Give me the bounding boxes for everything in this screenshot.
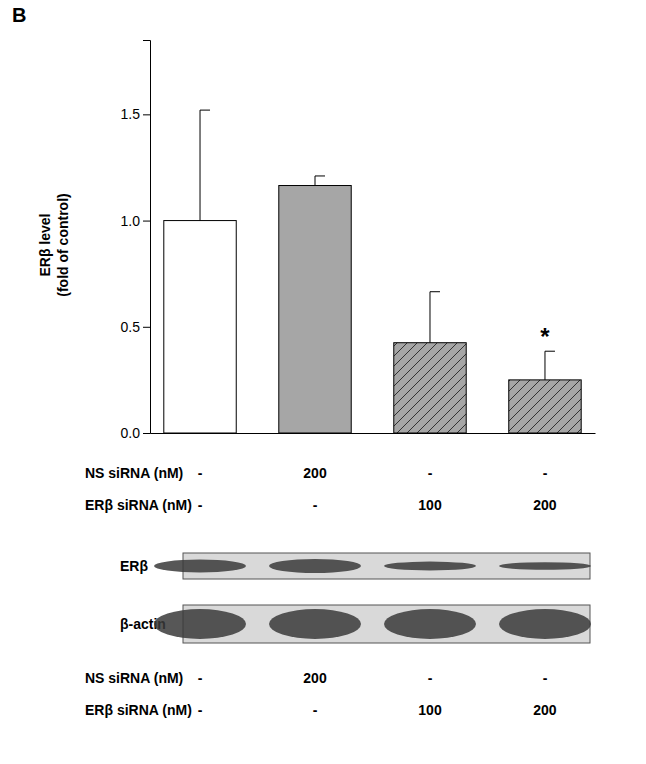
error-bar <box>430 292 440 343</box>
error-bar <box>200 110 210 220</box>
y-axis-title: (fold of control) <box>55 193 71 296</box>
condition-label: ERβ siRNA (nM) <box>85 702 192 718</box>
blot-band <box>269 559 361 573</box>
condition-value: - <box>313 702 318 718</box>
y-tick: 1.5 <box>121 106 150 122</box>
condition-value: 100 <box>418 702 442 718</box>
condition-value: - <box>198 465 203 481</box>
error-bar-cap <box>430 291 440 292</box>
x-axis <box>151 433 596 434</box>
blot-band <box>384 562 476 571</box>
y-axis: 0.0 0.5 1.0 1.5 <box>121 41 151 441</box>
condition-value: - <box>543 465 548 481</box>
error-bar-stem <box>200 110 201 220</box>
error-bar-stem <box>429 292 430 343</box>
blot-band <box>154 609 246 639</box>
blot-band <box>384 609 476 639</box>
y-tick-mark <box>143 433 150 434</box>
y-tick-label: 1.0 <box>121 213 141 229</box>
panel-label: B <box>12 4 26 26</box>
y-tick-mark <box>143 221 150 222</box>
blot-band <box>269 609 361 639</box>
bar <box>279 186 351 433</box>
condition-value: - <box>543 670 548 686</box>
y-tick-label: 1.5 <box>121 106 141 122</box>
condition-value: 200 <box>533 702 557 718</box>
chart-root: B ERβ level(fold of control) 0.0 0.5 1.0 1.5 *… <box>0 0 646 764</box>
bar <box>509 380 581 433</box>
error-bar <box>545 351 555 380</box>
y-axis-title: ERβ level <box>37 213 53 276</box>
y-tick: 1.0 <box>121 213 150 229</box>
error-bar-cap <box>315 175 325 176</box>
y-tick-mark <box>143 327 150 328</box>
condition-value: - <box>428 670 433 686</box>
error-bar-stem <box>315 176 316 186</box>
condition-label: ERβ siRNA (nM) <box>85 497 192 513</box>
blot-band <box>499 609 591 639</box>
bar <box>394 343 466 433</box>
error-bar-stem <box>544 351 545 380</box>
bar <box>164 221 236 433</box>
condition-value: 200 <box>533 497 557 513</box>
y-tick-label: 0.0 <box>121 425 141 441</box>
condition-label: NS siRNA (nM) <box>85 465 183 481</box>
condition-value: 100 <box>418 497 442 513</box>
plot-area <box>164 110 581 433</box>
y-tick: 0.5 <box>121 319 150 335</box>
y-axis-line <box>143 41 151 434</box>
condition-value: - <box>428 465 433 481</box>
y-tick-mark <box>143 114 150 115</box>
error-bar-cap <box>200 110 210 111</box>
condition-value: - <box>198 670 203 686</box>
error-bar <box>315 176 325 186</box>
condition-value: 200 <box>303 465 327 481</box>
condition-value: - <box>313 497 318 513</box>
condition-label: NS siRNA (nM) <box>85 670 183 686</box>
significance-marker: * <box>540 323 550 350</box>
blot-label: ERβ <box>120 558 148 574</box>
condition-value: - <box>198 497 203 513</box>
blot-band <box>499 562 591 570</box>
blot-band <box>154 560 246 573</box>
condition-value: - <box>198 702 203 718</box>
y-tick-label: 0.5 <box>121 319 141 335</box>
condition-value: 200 <box>303 670 327 686</box>
x-axis-line <box>151 433 596 434</box>
y-tick: 0.0 <box>121 425 150 441</box>
error-bar-cap <box>545 351 555 352</box>
